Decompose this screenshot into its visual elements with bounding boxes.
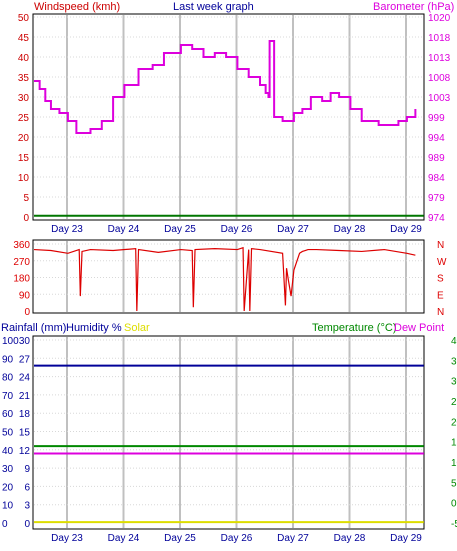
rainfall-tick-label: 0 [24,519,30,530]
temperature-tick-label: 30 [451,377,457,388]
windspeed-tick-label: 30 [18,93,30,104]
temperature-tick-label: -5 [451,519,457,530]
humidity-tick-label: 90 [2,354,14,365]
humidity-axis-label: Humidity % [66,322,122,334]
temperature-tick-label: 25 [451,397,457,408]
humidity-tick-label: 80 [2,373,14,384]
day-tick-label: Day 29 [390,224,422,235]
day-tick-label: Day 27 [277,224,309,235]
direction-tick-label: 270 [13,257,30,268]
direction-tick-label: 90 [19,290,31,301]
windspeed-axis-label: Windspeed (kmh) [34,1,120,13]
direction-tick-label: 360 [13,240,30,251]
solar-axis-label: Solar [124,322,150,334]
barometer-tick-label: 1008 [428,73,451,84]
compass-tick-label: E [437,290,444,301]
panel-direction-frame [32,239,425,314]
chart-title: Last week graph [173,1,254,13]
rainfall-tick-label: 15 [19,428,31,439]
windspeed-tick-label: 40 [18,53,30,64]
day-tick-label: Day 27 [277,533,309,544]
barometer-tick-label: 1003 [428,93,451,104]
humidity-tick-label: 50 [2,428,14,439]
barometer-tick-label: 999 [428,113,445,124]
windspeed-tick-label: 5 [23,193,29,204]
humidity-tick-label: 0 [2,519,8,530]
windspeed-tick-label: 45 [18,33,30,44]
barometer-tick-label: 974 [428,213,445,224]
humidity-tick-label: 40 [2,446,14,457]
series-layer [33,40,424,524]
temperature-tick-label: 10 [451,458,457,469]
compass-tick-label: N [437,307,444,318]
windspeed-tick-label: 20 [18,133,30,144]
humidity-tick-label: 100 [2,336,19,347]
rainfall-tick-label: 27 [19,354,31,365]
temperature-tick-label: 15 [451,438,457,449]
barometer-tick-label: 994 [428,133,445,144]
day-tick-label: Day 26 [221,224,253,235]
humidity-tick-label: 60 [2,409,14,420]
compass-tick-label: N [437,240,444,251]
rainfall-tick-label: 24 [19,373,31,384]
temperature-tick-label: 40 [451,336,457,347]
day-tick-label: Day 23 [51,533,83,544]
rainfall-tick-label: 6 [24,482,30,493]
day-tick-label: Day 24 [108,224,140,235]
day-tick-label: Day 28 [334,533,366,544]
series-line-wind-direction [33,246,416,312]
day-tick-label: Day 24 [108,533,140,544]
rainfall-tick-label: 3 [24,501,30,512]
barometer-tick-label: 984 [428,173,445,184]
rainfall-axis-label: Rainfall (mm) [1,322,66,334]
temperature-tick-label: 5 [451,478,457,489]
temperature-tick-label: 35 [451,356,457,367]
direction-tick-label: 0 [24,307,30,318]
temperature-tick-label: 20 [451,417,457,428]
rainfall-tick-label: 18 [19,409,31,420]
compass-tick-label: W [437,257,447,268]
series-line-barometer-hpa- [34,40,417,134]
rainfall-tick-label: 21 [19,391,31,402]
panel-humidity-temp-frame [32,335,425,530]
rainfall-tick-label: 30 [19,336,31,347]
barometer-tick-label: 989 [428,153,445,164]
windspeed-tick-label: 10 [18,173,30,184]
temperature-axis-label: Temperature (°C) [312,322,396,334]
rainfall-tick-label: 9 [24,464,30,475]
compass-tick-label: S [437,274,444,285]
day-tick-label: Day 26 [221,533,253,544]
day-tick-label: Day 25 [164,224,196,235]
day-tick-label: Day 28 [334,224,366,235]
rainfall-tick-label: 12 [19,446,31,457]
windspeed-tick-label: 15 [18,153,30,164]
ticks-layer: 0510152025303540455097497998498999499910… [2,13,457,544]
windspeed-tick-label: 35 [18,73,30,84]
barometer-tick-label: 1018 [428,33,451,44]
direction-tick-label: 180 [13,274,30,285]
humidity-tick-label: 20 [2,482,14,493]
humidity-tick-label: 30 [2,464,14,475]
windspeed-tick-label: 25 [18,113,30,124]
barometer-tick-label: 1013 [428,53,451,64]
day-tick-label: Day 23 [51,224,83,235]
day-tick-label: Day 25 [164,533,196,544]
day-tick-label: Day 29 [390,533,422,544]
temperature-tick-label: 0 [451,499,457,510]
humidity-tick-label: 10 [2,501,14,512]
windspeed-tick-label: 0 [23,213,29,224]
humidity-tick-label: 70 [2,391,14,402]
dewpoint-axis-label: Dew Point [394,322,444,334]
barometer-axis-label: Barometer (hPa) [373,1,454,13]
barometer-tick-label: 979 [428,193,445,204]
windspeed-tick-label: 50 [18,13,30,24]
barometer-tick-label: 1020 [428,13,451,24]
